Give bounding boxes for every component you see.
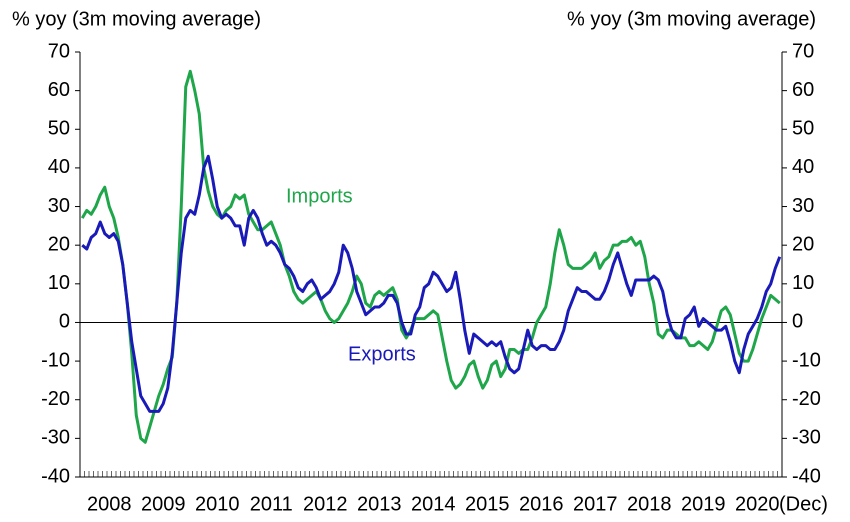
x-tick-label: 2020 <box>735 493 780 515</box>
y-tick-label: 50 <box>48 118 70 140</box>
x-tick-label: 2010 <box>195 493 240 515</box>
x-tick-label: 2013 <box>357 493 402 515</box>
y-tick-label: 10 <box>48 272 70 294</box>
y-tick-label: -20 <box>41 388 70 410</box>
y2-tick-label: -20 <box>792 388 821 410</box>
y-tick-label: 40 <box>48 156 70 178</box>
x-note: (Dec) <box>779 493 828 515</box>
x-tick-label: 2014 <box>411 493 456 515</box>
y-tick-label: -40 <box>41 465 70 487</box>
x-tick-label: 2012 <box>303 493 348 515</box>
series-line <box>81 154 782 413</box>
y2-tick-label: -30 <box>792 427 821 449</box>
y-axis-title: % yoy (3m moving average) <box>12 8 261 30</box>
y2-tick-label: 10 <box>792 272 814 294</box>
y2-tick-label: -10 <box>792 349 821 371</box>
y2-axis-title: % yoy (3m moving average) <box>567 8 816 30</box>
y-tick-label: 20 <box>48 233 70 255</box>
y2-tick-label: 50 <box>792 118 814 140</box>
y-tick-label: 60 <box>48 79 70 101</box>
y2-tick-label: 40 <box>792 156 814 178</box>
y2-tick-label: 30 <box>792 195 814 217</box>
y-tick-label: -30 <box>41 427 70 449</box>
x-tick-label: 2016 <box>519 493 564 515</box>
y-tick-label: 70 <box>48 40 70 62</box>
y-tick-label: 0 <box>59 311 70 333</box>
y-tick-label: 30 <box>48 195 70 217</box>
x-tick-label: 2018 <box>627 493 672 515</box>
series-label: Imports <box>286 185 353 207</box>
x-tick-label: 2019 <box>681 493 726 515</box>
x-tick-label: 2011 <box>250 493 293 515</box>
x-tick-label: 2017 <box>573 493 618 515</box>
x-tick-label: 2009 <box>141 493 186 515</box>
y-tick-label: -10 <box>41 349 70 371</box>
series-line <box>80 69 781 444</box>
x-tick-label: 2008 <box>87 493 132 515</box>
series-label: Exports <box>348 343 416 365</box>
y2-tick-label: 0 <box>792 311 803 333</box>
y2-tick-label: -40 <box>792 465 821 487</box>
y2-tick-label: 20 <box>792 233 814 255</box>
x-tick-label: 2015 <box>465 493 510 515</box>
y2-tick-label: 60 <box>792 79 814 101</box>
y2-tick-label: 70 <box>792 40 814 62</box>
